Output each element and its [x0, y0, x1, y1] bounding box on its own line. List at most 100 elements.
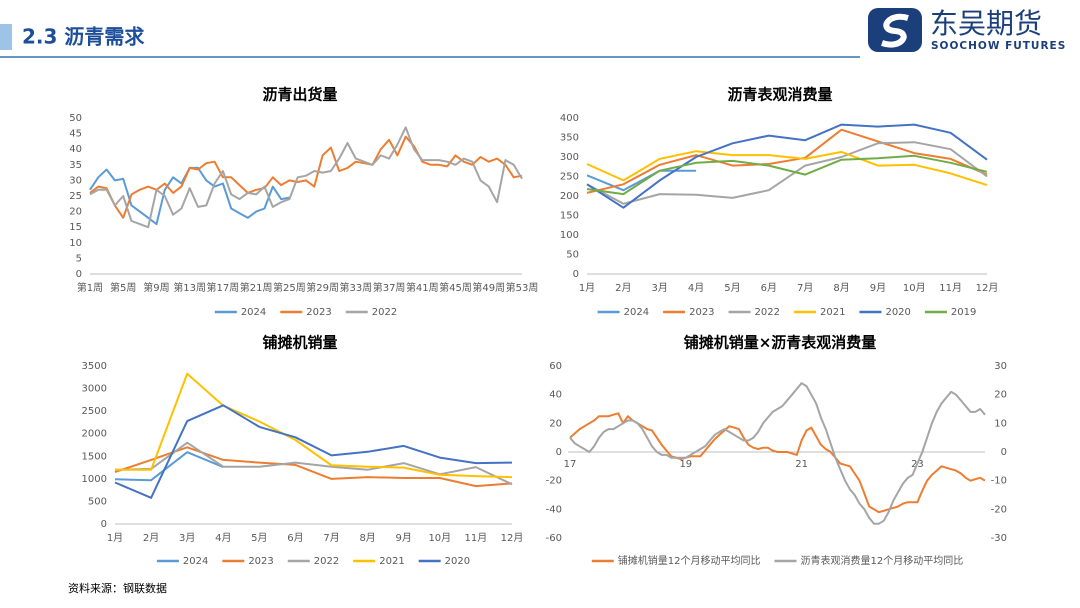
- legend-label: 2023: [248, 556, 273, 567]
- y2-tick-label: -10: [991, 476, 1007, 487]
- legend: 2024 2023 2022: [214, 307, 397, 318]
- x-tick-label: 17: [564, 459, 577, 470]
- y-tick-label: 5: [76, 253, 82, 264]
- chart-title: 沥青表观消费量: [727, 86, 832, 104]
- x-tick-label: 3月: [652, 282, 668, 294]
- x-tick-label: 1月: [579, 282, 595, 294]
- y-tick-label: 20: [69, 207, 82, 218]
- y-tick-label: 0: [573, 269, 579, 280]
- x-tick-label: 5月: [724, 282, 740, 294]
- y-tick-label: 15: [69, 222, 82, 233]
- y-tick-label: 20: [549, 418, 562, 429]
- x-tick-label: 第45周: [439, 281, 472, 294]
- chart-title: 铺摊机销量×沥青表观消费量: [684, 334, 877, 352]
- x-tick-label: 第5周: [110, 281, 136, 294]
- x-tick-label: 7月: [323, 532, 339, 544]
- legend-label: 2024: [183, 556, 208, 567]
- logo-mark: [881, 13, 909, 48]
- legend-label: 2022: [755, 307, 780, 318]
- series-line: [586, 154, 988, 196]
- x-tick-label: 11月: [465, 532, 488, 544]
- y-tick-label: 100: [560, 230, 579, 241]
- y-tick-label: 3500: [82, 361, 107, 372]
- legend-label: 2022: [372, 307, 397, 318]
- y-tick-label: 0: [556, 447, 562, 458]
- x-tick-label: 第17周: [207, 281, 240, 294]
- series-line: [89, 135, 523, 219]
- x-tick-label: 11月: [939, 282, 962, 294]
- y2-tick-label: 30: [994, 361, 1007, 372]
- y-tick-label: 400: [560, 113, 579, 124]
- x-tick-label: 5月: [251, 532, 267, 544]
- series-line: [586, 141, 988, 205]
- page-title: 2.3 沥青需求: [22, 25, 145, 49]
- x-tick-label: 第1周: [77, 281, 103, 294]
- x-tick-label: 第25周: [273, 281, 306, 294]
- x-tick-label: 19: [679, 459, 692, 470]
- series-line: [115, 372, 513, 479]
- series-line: [114, 451, 224, 482]
- y-tick-label: 3000: [82, 384, 107, 395]
- y-tick-label: 200: [560, 191, 579, 202]
- y-tick-label: -40: [546, 504, 562, 515]
- x-tick-label: 7月: [797, 282, 813, 294]
- y-tick-label: 40: [549, 390, 562, 401]
- series-line: [89, 166, 290, 226]
- y-tick-label: 25: [69, 191, 82, 202]
- x-tick-label: 第37周: [373, 281, 406, 294]
- x-tick-label: 8月: [359, 532, 375, 544]
- y-tick-label: -60: [546, 533, 562, 544]
- y-tick-label: 300: [560, 152, 579, 163]
- x-tick-label: 12月: [976, 282, 999, 294]
- x-tick-label: 4月: [688, 282, 704, 294]
- x-tick-label: 第21周: [240, 281, 273, 294]
- x-tick-label: 第49周: [472, 281, 505, 294]
- legend-label: 2021: [820, 307, 845, 318]
- legend-label: 2021: [379, 556, 404, 567]
- y-tick-label: -20: [546, 476, 562, 487]
- legend-label: 2020: [445, 556, 470, 567]
- series-line: [586, 128, 988, 194]
- legend: 铺摊机销量12个月移动平均同比 沥青表观消费量12个月移动平均同比: [591, 554, 963, 567]
- source-note: 资料来源：钢联数据: [68, 581, 167, 595]
- x-tick-label: 6月: [287, 532, 303, 544]
- x-tick-label: 第9周: [143, 281, 169, 294]
- y-tick-label: 35: [69, 160, 82, 171]
- x-tick-label: 第33周: [339, 281, 372, 294]
- series-line: [114, 441, 513, 486]
- legend-label: 2022: [314, 556, 339, 567]
- series-line: [586, 169, 697, 192]
- x-tick-label: 第29周: [306, 281, 339, 294]
- legend: 2024 2023 2022 2021 2020: [156, 556, 470, 567]
- series-line: [569, 382, 986, 525]
- logo-en: SOOCHOW FUTURES: [931, 40, 1066, 52]
- y-tick-label: 2500: [82, 406, 107, 417]
- y-tick-label: 500: [88, 496, 107, 507]
- y-tick-label: 0: [76, 269, 82, 280]
- y-tick-label: 2000: [82, 429, 107, 440]
- y-tick-label: 250: [560, 172, 579, 183]
- x-tick-label: 第53周: [506, 281, 539, 294]
- logo-cn: 东吴期货: [930, 7, 1042, 40]
- x-tick-label: 1月: [107, 532, 123, 544]
- series-line: [114, 446, 513, 488]
- y-tick-label: 1500: [82, 451, 107, 462]
- y-tick-label: 150: [560, 211, 579, 222]
- x-tick-label: 2月: [143, 532, 159, 544]
- legend-label: 铺摊机销量12个月移动平均同比: [618, 554, 761, 567]
- legend-label: 2023: [306, 307, 331, 318]
- y-tick-label: 30: [69, 175, 82, 186]
- chart-title: 铺摊机销量: [262, 334, 337, 352]
- series-line: [586, 123, 988, 209]
- y-tick-label: 0: [101, 519, 107, 530]
- y-tick-label: 45: [69, 129, 82, 140]
- y2-tick-label: -30: [991, 533, 1007, 544]
- y-tick-label: 50: [566, 250, 579, 261]
- series-line: [586, 150, 988, 187]
- y-tick-label: 60: [549, 361, 562, 372]
- x-tick-label: 2月: [615, 282, 631, 294]
- x-tick-label: 21: [795, 459, 808, 470]
- y2-tick-label: -20: [991, 504, 1007, 515]
- x-tick-label: 第41周: [406, 281, 439, 294]
